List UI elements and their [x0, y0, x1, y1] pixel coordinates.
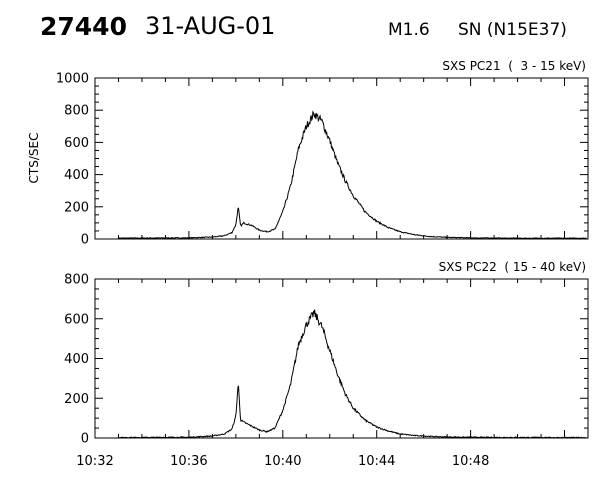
y-tick-label: 400 — [64, 352, 89, 367]
x-tick-label: 10:48 — [452, 454, 489, 469]
y-tick-label: 800 — [64, 273, 89, 288]
y-tick-label: 1000 — [56, 72, 89, 87]
series-line — [118, 110, 587, 240]
event-id: 27440 — [40, 12, 127, 41]
y-tick-labels: 0 200 400 600 800 1000 — [56, 72, 89, 248]
y-tick-labels: 0 200 400 600 800 — [64, 273, 89, 447]
y-tick-label: 600 — [64, 312, 89, 327]
y-tick-label: 0 — [81, 233, 89, 248]
panel-axes — [94, 77, 589, 240]
y-tick-label: 800 — [64, 104, 89, 119]
panel-pc21: SXS PC21 ( 3 - 15 keV) CTS/SEC 0 200 400 60… — [27, 59, 589, 248]
x-tick-label: 10:32 — [76, 454, 113, 469]
y-axis-label: CTS/SEC — [27, 133, 41, 184]
event-date: 31-AUG-01 — [145, 12, 276, 40]
y-tick-label: 400 — [64, 168, 89, 183]
flare-class: M1.6 — [388, 20, 430, 40]
x-tick-labels: 10:32 10:36 10:40 10:44 10:48 — [76, 454, 489, 469]
panel-title: SXS PC21 ( 3 - 15 keV) — [442, 59, 586, 73]
panel-title: SXS PC22 ( 15 - 40 keV) — [439, 260, 586, 274]
plot-frame — [94, 77, 589, 240]
x-tick-label: 10:44 — [358, 454, 395, 469]
y-tick-label: 200 — [64, 200, 89, 215]
panel-pc22: SXS PC22 ( 15 - 40 keV) 0 200 400 600 800 10… — [64, 260, 589, 469]
flare-location: SN (N15E37) — [458, 20, 567, 40]
x-tick-label: 10:40 — [264, 454, 301, 469]
y-tick-label: 600 — [64, 136, 89, 151]
series-line — [118, 309, 587, 439]
y-tick-label: 200 — [64, 392, 89, 407]
plot-frame — [94, 278, 589, 439]
y-tick-label: 0 — [81, 432, 89, 447]
x-tick-label: 10:36 — [170, 454, 207, 469]
panel-axes — [94, 278, 589, 439]
